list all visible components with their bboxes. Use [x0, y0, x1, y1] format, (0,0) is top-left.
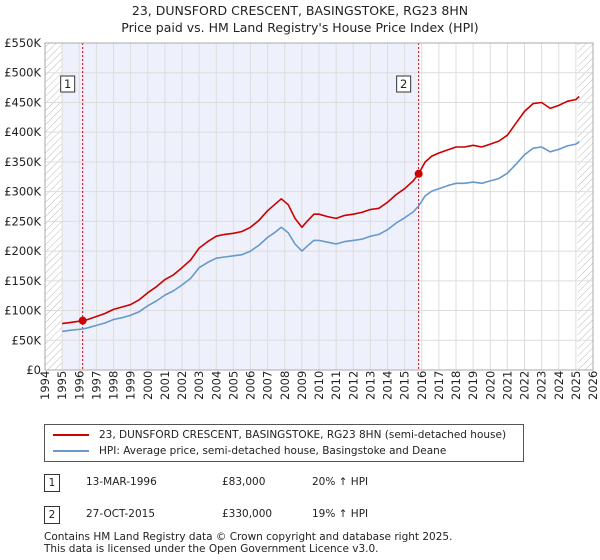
sale-label-box — [396, 75, 412, 93]
price-chart: 1 2 £0 £50K £100K £150K £200K £250K £300K £350K £… — [4, 36, 600, 400]
x-tick-label: 2018 — [449, 371, 463, 400]
sale-label: 1 — [64, 77, 71, 91]
x-tick-label: 2021 — [500, 371, 514, 400]
x-tick-label: 2019 — [466, 371, 480, 400]
transaction-price: £330,000 — [222, 508, 273, 520]
footer-copyright: Contains HM Land Registry data © Crown c… — [44, 531, 453, 543]
hpi-line — [61, 141, 580, 333]
x-tick-label: 2016 — [415, 371, 429, 400]
x-tick-label: 1999 — [124, 371, 138, 400]
x-tick-label: 2020 — [483, 371, 497, 400]
sale-point — [414, 169, 423, 178]
legend-swatch-property — [53, 434, 89, 436]
chart-title: 23, DUNSFORD CRESCENT, BASINGSTOKE, RG23… — [131, 3, 469, 18]
x-tick-label: 2011 — [329, 371, 343, 400]
x-tick-label: 2002 — [175, 371, 189, 400]
transaction-date: 27-OCT-2015 — [86, 508, 155, 520]
legend-label-property: 23, DUNSFORD CRESCENT, BASINGSTOKE, RG23… — [99, 429, 507, 441]
legend-label-hpi: HPI: Average price, semi-detached house,… — [99, 445, 447, 457]
x-tick-label: 2022 — [518, 371, 532, 400]
x-tick-label: 2017 — [432, 371, 446, 400]
y-tick-label: £450K — [4, 95, 41, 109]
x-tick-label: 1998 — [107, 371, 121, 400]
x-tick-label: 2003 — [192, 371, 206, 400]
y-tick-label: £200K — [4, 244, 41, 258]
sale-point — [78, 316, 87, 325]
shaded-period — [62, 43, 419, 370]
sale-label: 2 — [400, 77, 407, 91]
x-tick-label: 2009 — [295, 371, 309, 400]
x-tick-label: 2026 — [586, 371, 600, 400]
x-tick-label: 2000 — [141, 371, 155, 400]
x-tick-label: 2012 — [346, 371, 360, 400]
x-tick-label: 1995 — [55, 371, 69, 400]
x-tick-label: 1994 — [38, 371, 52, 400]
chart-subtitle: Price paid vs. HM Land Registry's House … — [121, 20, 479, 35]
transaction-row: 2 27-OCT-2015 £330,000 19% ↑ HPI — [0, 506, 600, 530]
transaction-row: 1 13-MAR-1996 £83,000 20% ↑ HPI — [0, 474, 600, 498]
x-tick-label: 2013 — [363, 371, 377, 400]
hatched-region — [577, 43, 593, 370]
y-tick-label: £550K — [4, 36, 41, 50]
y-tick-label: £0 — [26, 363, 41, 377]
y-tick-label: £50K — [12, 333, 42, 347]
transaction-price: £83,000 — [222, 476, 266, 488]
x-tick-label: 2025 — [569, 371, 583, 400]
transaction-hpi: 20% ↑ HPI — [312, 476, 369, 488]
x-tick-label: 2004 — [209, 371, 223, 400]
footer-licence: This data is licensed under the Open Gov… — [44, 543, 379, 555]
x-tick-label: 2001 — [158, 371, 172, 400]
x-tick-label: 2006 — [244, 371, 258, 400]
x-tick-label: 2024 — [552, 371, 566, 400]
chart-legend: 23, DUNSFORD CRESCENT, BASINGSTOKE, RG23… — [44, 424, 524, 462]
y-tick-label: £100K — [4, 304, 41, 318]
legend-swatch-hpi — [53, 450, 89, 452]
sale-label-box — [60, 75, 76, 93]
transaction-hpi: 19% ↑ HPI — [312, 508, 369, 520]
property-price-line — [61, 95, 580, 325]
x-tick-label: 2007 — [261, 371, 275, 400]
plot-frame — [44, 42, 594, 371]
x-tick-label: 2023 — [535, 371, 549, 400]
x-tick-label: 1996 — [72, 371, 86, 400]
x-tick-label: 2005 — [226, 371, 240, 400]
y-tick-label: £500K — [4, 66, 41, 80]
transaction-date: 13-MAR-1996 — [86, 476, 157, 488]
y-tick-label: £350K — [4, 155, 41, 169]
x-tick-label: 2015 — [398, 371, 412, 400]
y-tick-label: £150K — [4, 274, 41, 288]
hatched-region — [45, 43, 63, 370]
transaction-number: 1 — [44, 474, 60, 492]
x-tick-label: 2014 — [381, 371, 395, 400]
y-tick-label: £400K — [4, 125, 41, 139]
x-tick-label: 1997 — [89, 371, 103, 400]
y-tick-label: £300K — [4, 185, 41, 199]
x-tick-label: 2008 — [278, 371, 292, 400]
y-tick-label: £250K — [4, 214, 41, 228]
x-tick-label: 2010 — [312, 371, 326, 400]
transaction-number: 2 — [44, 506, 60, 524]
